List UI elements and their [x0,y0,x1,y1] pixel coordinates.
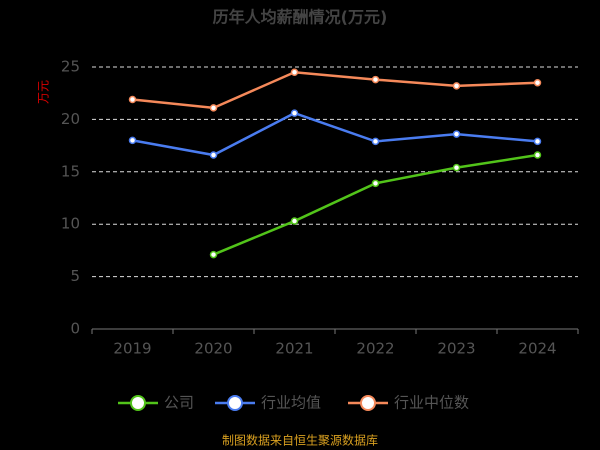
source-note: 制图数据来自恒生聚源数据库 [222,433,378,448]
data-point [209,104,218,112]
y-tick-label: 25 [61,58,80,76]
data-point [533,137,542,146]
data-point [290,217,299,225]
data-point [290,109,299,117]
y-tick-label: 0 [70,320,80,338]
chart-title: 历年人均薪酬情况(万元) [213,8,388,27]
data-point [452,82,461,90]
data-point [290,68,299,76]
legend-marker [360,395,376,411]
series-line [213,153,538,256]
legend-label: 公司 [164,394,194,412]
data-point [371,75,380,84]
x-tick-label: 2023 [437,340,475,358]
x-tick-label: 2019 [113,340,151,358]
y-tick-label: 15 [61,162,80,180]
data-point [452,130,461,138]
legend-label: 行业均值 [261,394,321,412]
y-tick-label: 20 [61,110,80,128]
x-tick-label: 2021 [275,340,313,358]
y-tick-label: 5 [70,267,80,285]
legend-marker [130,395,146,411]
data-point [371,179,380,188]
y-axis-label: 万元 [37,80,51,104]
legend-marker [227,395,243,411]
data-point [533,151,542,159]
series-line [132,70,538,110]
x-tick-label: 2022 [356,340,394,358]
data-point [209,151,218,159]
data-point [209,250,218,259]
data-point [128,136,137,145]
data-point [371,137,380,146]
x-tick-label: 2020 [194,340,232,358]
data-point [452,163,461,172]
y-tick-label: 10 [61,215,80,233]
legend-label: 行业中位数 [394,394,469,412]
series-line [132,111,538,157]
data-point [533,78,542,87]
x-tick-label: 2024 [518,340,556,358]
data-point [128,95,137,104]
